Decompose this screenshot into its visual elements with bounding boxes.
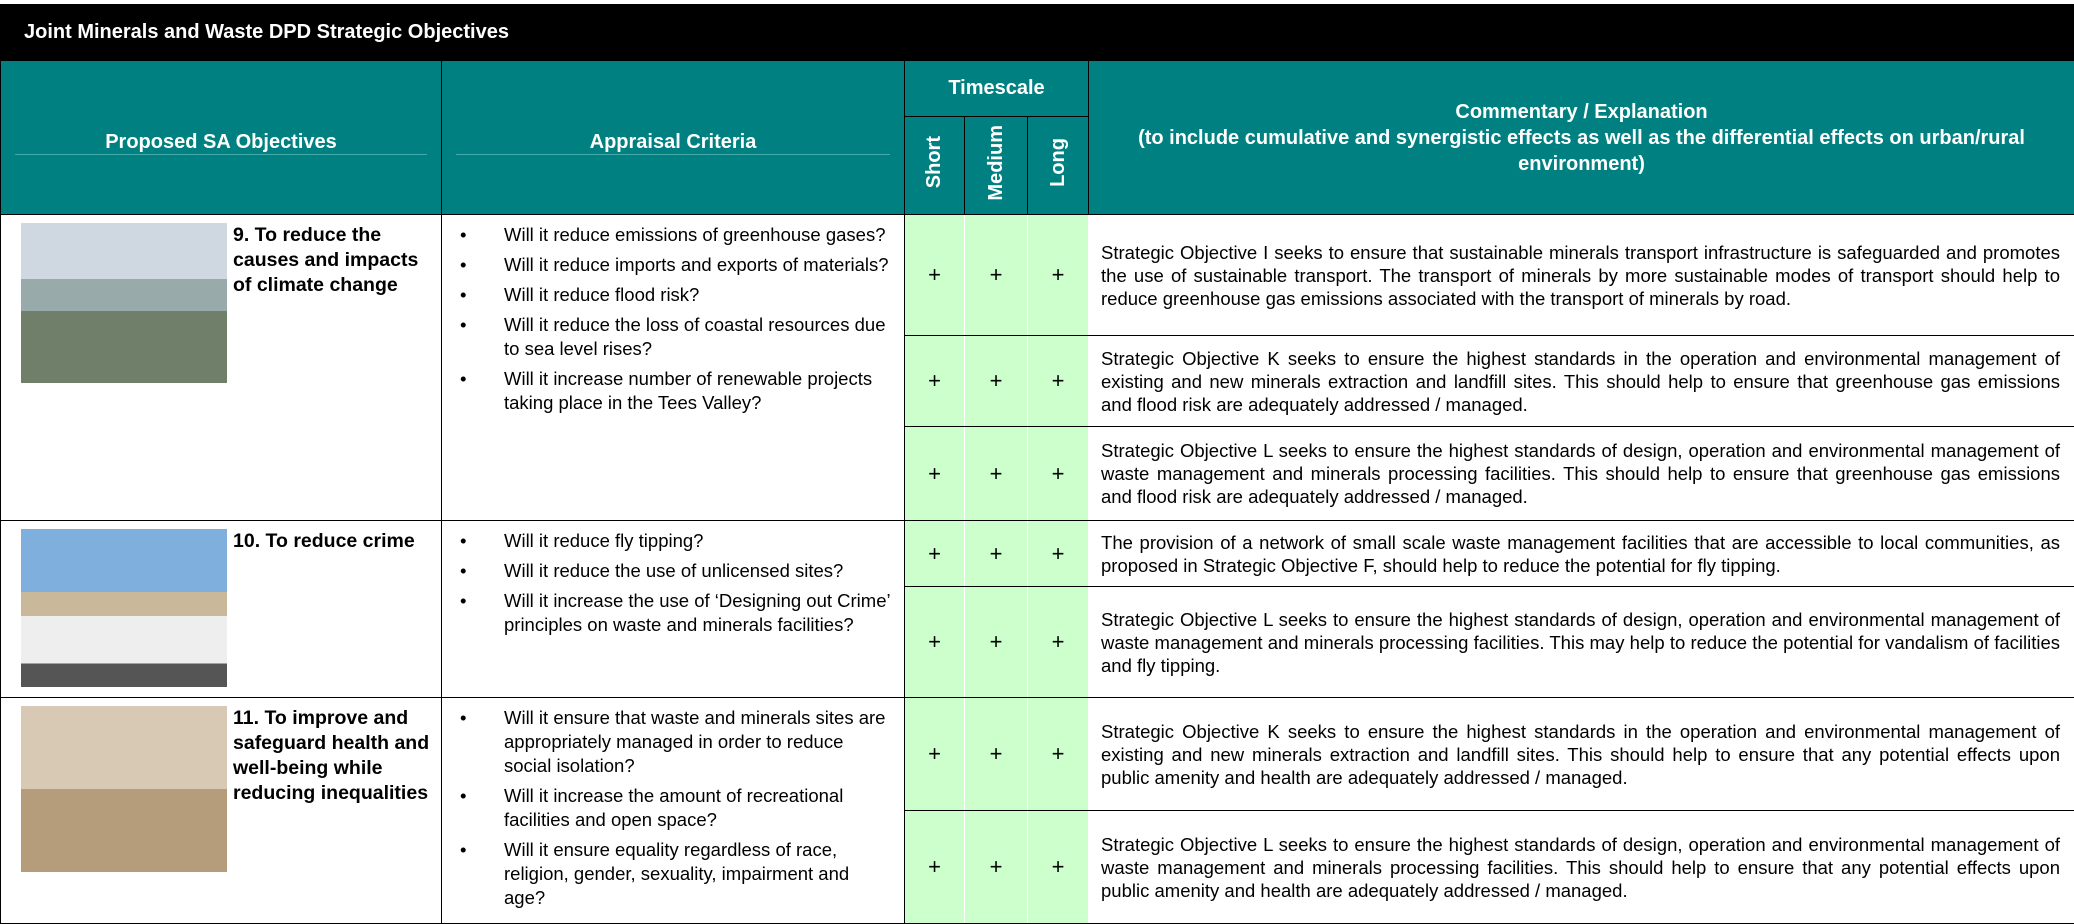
criteria-item: Will it reduce the use of unlicensed sit… [456,559,890,583]
commentary-cell: Strategic Objective L seeks to ensure th… [1089,427,2074,521]
criteria-cell: Will it reduce fly tipping? Will it reduc… [442,521,905,698]
header-cell: Long [1028,117,1089,215]
timescale-score: + [1028,587,1089,698]
objectives-table: Proposed SA Objectives Appraisal Criteri… [0,60,2074,924]
header-cell: Timescale [905,61,1089,117]
timescale-score: + [905,521,965,587]
timescale-score: + [905,336,965,427]
criteria-item: Will it ensure equality regardless of ra… [456,838,890,910]
table-row: 9. To reduce the causes and impacts of c… [1,215,2074,336]
timescale-score: + [965,811,1028,924]
criteria-item: Will it ensure that waste and minerals s… [456,706,890,778]
timescale-score: + [965,427,1028,521]
objective-photo [21,529,227,687]
page-title: Joint Minerals and Waste DPD Strategic O… [0,4,2074,60]
timescale-score: + [1028,336,1089,427]
objective-cell: 10. To reduce crime [1,521,442,698]
table-row: 10. To reduce crimeWill it reduce fly ti… [1,521,2074,587]
objective-wrap: 11. To improve and safeguard health and … [21,706,435,872]
commentary-cell: Strategic Objective I seeks to ensure th… [1089,215,2074,336]
header-text: Short [923,136,946,188]
timescale-score: + [965,521,1028,587]
timescale-score: + [1028,811,1089,924]
header-cell: Commentary / Explanation(to include cumu… [1089,61,2074,215]
objective-cell: 9. To reduce the causes and impacts of c… [1,215,442,521]
criteria-item: Will it reduce fly tipping? [456,529,890,553]
objective-wrap: 10. To reduce crime [21,529,435,687]
table-row: 11. To improve and safeguard health and … [1,698,2074,811]
header-cell: Appraisal Criteria [442,61,905,215]
timescale-score: + [1028,521,1089,587]
objective-text: 9. To reduce the causes and impacts of c… [233,223,435,383]
timescale-score: + [965,698,1028,811]
objective-text: 10. To reduce crime [233,529,415,687]
objective-text: 11. To improve and safeguard health and … [233,706,435,872]
header-text: Appraisal Criteria [456,121,890,155]
commentary-cell: Strategic Objective L seeks to ensure th… [1089,587,2074,698]
header-text: Long [1047,138,1070,187]
criteria-cell: Will it ensure that waste and minerals s… [442,698,905,924]
timescale-score: + [905,811,965,924]
timescale-score: + [905,215,965,336]
header-cell: Medium [965,117,1028,215]
timescale-score: + [905,698,965,811]
criteria-list: Will it reduce emissions of greenhouse g… [456,223,890,415]
timescale-score: + [965,336,1028,427]
objective-wrap: 9. To reduce the causes and impacts of c… [21,223,435,383]
objective-cell: 11. To improve and safeguard health and … [1,698,442,924]
criteria-item: Will it increase number of renewable pro… [456,367,890,415]
timescale-score: + [965,587,1028,698]
criteria-item: Will it reduce imports and exports of ma… [456,253,890,277]
timescale-score: + [965,215,1028,336]
criteria-item: Will it reduce emissions of greenhouse g… [456,223,890,247]
criteria-list: Will it ensure that waste and minerals s… [456,706,890,910]
commentary-cell: Strategic Objective K seeks to ensure th… [1089,336,2074,427]
timescale-score: + [1028,215,1089,336]
header-text: Commentary / Explanation [1129,99,2034,125]
header-cell: Proposed SA Objectives [1,61,442,215]
header-note: (to include cumulative and synergistic e… [1129,125,2034,177]
timescale-score: + [1028,698,1089,811]
timescale-score: + [905,427,965,521]
criteria-list: Will it reduce fly tipping? Will it reduc… [456,529,890,637]
commentary-cell: The provision of a network of small scal… [1089,521,2074,587]
criteria-item: Will it reduce the loss of coastal resou… [456,313,890,361]
criteria-item: Will it increase the use of ‘Designing o… [456,589,890,637]
criteria-item: Will it reduce flood risk? [456,283,890,307]
header-text: Medium [985,125,1008,201]
criteria-item: Will it increase the amount of recreatio… [456,784,890,832]
criteria-cell: Will it reduce emissions of greenhouse g… [442,215,905,521]
commentary-cell: Strategic Objective K seeks to ensure th… [1089,698,2074,811]
objective-photo [21,223,227,383]
header-text: Proposed SA Objectives [15,121,427,155]
objective-photo [21,706,227,872]
timescale-score: + [905,587,965,698]
header-cell: Short [905,117,965,215]
timescale-score: + [1028,427,1089,521]
commentary-cell: Strategic Objective L seeks to ensure th… [1089,811,2074,924]
